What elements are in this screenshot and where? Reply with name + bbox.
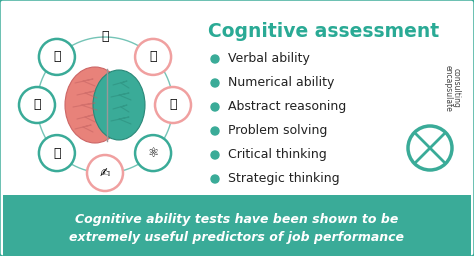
- Text: Critical thinking: Critical thinking: [228, 148, 327, 161]
- Circle shape: [39, 39, 75, 75]
- Ellipse shape: [93, 70, 145, 140]
- Text: 🧪: 🧪: [53, 50, 61, 63]
- Text: ⚛: ⚛: [147, 147, 159, 159]
- Text: 💡: 💡: [101, 30, 109, 44]
- Circle shape: [211, 127, 219, 135]
- Text: Strategic thinking: Strategic thinking: [228, 172, 340, 185]
- Ellipse shape: [65, 67, 125, 143]
- Text: Verbal ability: Verbal ability: [228, 52, 310, 65]
- Circle shape: [211, 103, 219, 111]
- Text: encapsulate: encapsulate: [444, 65, 453, 111]
- Circle shape: [87, 155, 123, 191]
- Circle shape: [135, 135, 171, 171]
- Circle shape: [211, 55, 219, 63]
- Text: 🎨: 🎨: [149, 50, 157, 63]
- Circle shape: [135, 39, 171, 75]
- Text: consulting: consulting: [452, 68, 461, 108]
- Text: ✍: ✍: [100, 166, 110, 179]
- Circle shape: [408, 126, 452, 170]
- Circle shape: [19, 87, 55, 123]
- Text: extremely useful predictors of job performance: extremely useful predictors of job perfo…: [70, 230, 404, 243]
- Circle shape: [155, 87, 191, 123]
- Text: 🎭: 🎭: [169, 99, 177, 112]
- Text: Problem solving: Problem solving: [228, 124, 328, 137]
- Circle shape: [211, 79, 219, 87]
- Circle shape: [211, 175, 219, 183]
- Text: Numerical ability: Numerical ability: [228, 76, 334, 89]
- Text: Abstract reasoning: Abstract reasoning: [228, 100, 346, 113]
- Text: 📊: 📊: [53, 147, 61, 159]
- Circle shape: [39, 135, 75, 171]
- Text: Cognitive ability tests have been shown to be: Cognitive ability tests have been shown …: [75, 212, 399, 226]
- Text: 🔬: 🔬: [33, 99, 41, 112]
- Circle shape: [211, 151, 219, 159]
- Bar: [3, 195, 471, 256]
- Text: Cognitive assessment: Cognitive assessment: [208, 22, 439, 41]
